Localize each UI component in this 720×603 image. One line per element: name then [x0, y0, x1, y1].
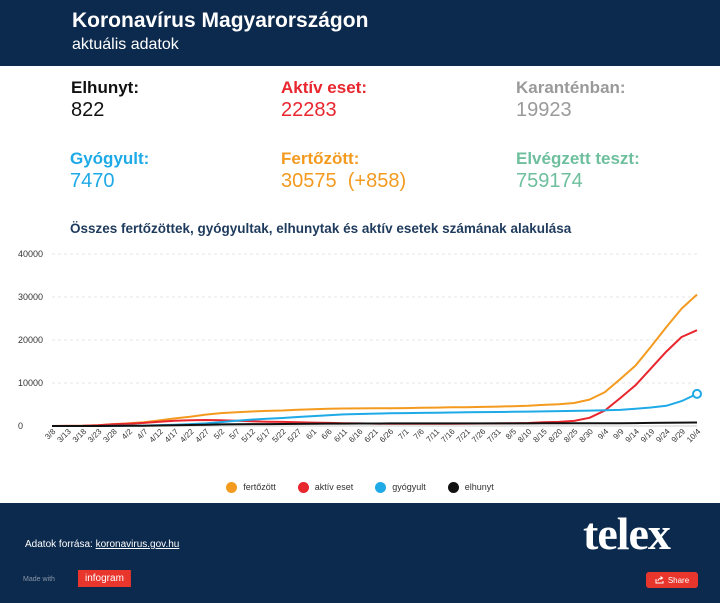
- x-tick-label: 9/24: [654, 427, 672, 445]
- x-tick-label: 7/6: [412, 427, 427, 442]
- series-line-1: [51, 329, 698, 427]
- x-tick-label: 8/30: [578, 427, 596, 445]
- stat-infected: Fertőzött: 30575 (+858): [281, 149, 406, 193]
- y-tick-label: 30000: [18, 292, 43, 302]
- x-tick-label: 6/1: [304, 427, 319, 442]
- stat-deaths-value: 822: [71, 99, 105, 121]
- share-button[interactable]: Share: [646, 572, 698, 588]
- x-tick-label: 3/23: [86, 427, 104, 445]
- chart-legend: fertőzött aktív eset gyógyult elhunyt: [0, 479, 720, 495]
- x-tick-label: 7/26: [470, 427, 488, 445]
- x-tick-label: 7/21: [455, 427, 473, 445]
- chart-title: Összes fertőzöttek, gyógyultak, elhunyta…: [70, 221, 572, 236]
- x-tick-label: 5/12: [240, 427, 258, 445]
- legend-swatch: [226, 481, 238, 493]
- stat-deaths-label: Elhunyt:: [71, 78, 139, 97]
- legend-item[interactable]: gyógyult: [375, 479, 426, 495]
- x-tick-label: 8/10: [516, 427, 534, 445]
- legend-item[interactable]: elhunyt: [447, 479, 494, 495]
- legend-item[interactable]: fertőzött: [226, 479, 276, 495]
- stat-tests-value: 759174: [516, 170, 583, 192]
- legend-swatch: [447, 481, 459, 493]
- made-with-label: Made with: [23, 576, 55, 583]
- x-tick-label: 9/14: [624, 427, 642, 445]
- stat-active-value: 22283: [281, 99, 337, 121]
- legend-label: fertőzött: [243, 482, 276, 492]
- stat-recovered-value: 7470: [70, 170, 115, 192]
- stat-tests: Elvégzett teszt: 759174: [516, 149, 640, 193]
- share-label: Share: [667, 575, 690, 585]
- legend-swatch: [375, 481, 387, 493]
- y-tick-label: 20000: [18, 335, 43, 345]
- x-tick-label: 6/11: [332, 427, 349, 444]
- stat-quarantine: Karanténban: 19923: [516, 78, 626, 122]
- x-tick-label: 4/2: [120, 427, 135, 442]
- stat-quarantine-value: 19923: [516, 99, 572, 121]
- x-tick-label: 5/22: [270, 427, 288, 445]
- x-tick-label: 5/2: [212, 427, 227, 442]
- series-line-0: [51, 293, 698, 427]
- y-tick-label: 40000: [18, 249, 43, 259]
- stat-active-label: Aktív eset:: [281, 78, 367, 97]
- x-tick-label: 9/29: [670, 427, 688, 445]
- x-tick-label: 3/18: [71, 427, 89, 445]
- footer: Adatok forrása: koronavirus.gov.hu telex…: [0, 503, 720, 603]
- page-subtitle: aktuális adatok: [72, 36, 179, 53]
- x-tick-label: 6/6: [320, 427, 335, 442]
- data-source-label: Adatok forrása:: [25, 539, 93, 550]
- x-tick-label: 6/26: [378, 427, 396, 445]
- x-tick-label: 4/22: [178, 427, 196, 445]
- stat-deaths: Elhunyt: 822: [71, 78, 139, 122]
- x-tick-label: 9/19: [639, 427, 657, 445]
- x-tick-label: 4/27: [194, 427, 212, 445]
- y-tick-label: 10000: [18, 378, 43, 388]
- x-tick-label: 8/15: [531, 427, 549, 445]
- series-line-3: [52, 421, 698, 427]
- share-icon: [655, 576, 664, 584]
- stat-active: Aktív eset: 22283: [281, 78, 367, 122]
- x-tick-label: 7/11: [424, 427, 441, 444]
- x-tick-label: 8/25: [562, 427, 580, 445]
- stat-recovered-label: Gyógyult:: [70, 149, 150, 168]
- stat-infected-label: Fertőzött:: [281, 149, 360, 168]
- x-tick-label: 4/17: [163, 427, 181, 445]
- legend-swatch: [297, 481, 309, 493]
- x-tick-label: 3/28: [101, 427, 119, 445]
- legend-label: aktív eset: [314, 482, 354, 492]
- x-tick-label: 9/4: [596, 427, 611, 442]
- line-chart: 0100002000030000400003/83/133/183/233/28…: [18, 249, 703, 445]
- stat-quarantine-label: Karanténban:: [516, 78, 626, 97]
- x-tick-label: 6/16: [347, 427, 365, 445]
- series-end-marker: [692, 388, 702, 399]
- legend-label: elhunyt: [464, 482, 494, 492]
- x-tick-label: 8/20: [547, 427, 565, 445]
- data-source: Adatok forrása: koronavirus.gov.hu: [25, 539, 179, 550]
- stat-tests-label: Elvégzett teszt:: [516, 149, 640, 168]
- data-source-link[interactable]: koronavirus.gov.hu: [95, 539, 180, 550]
- x-tick-label: 3/13: [55, 427, 73, 445]
- stat-recovered: Gyógyult: 7470: [70, 149, 149, 193]
- stat-infected-value: 30575 (+858): [281, 170, 407, 192]
- legend-label: gyógyult: [392, 482, 426, 492]
- x-tick-label: 7/16: [439, 427, 457, 445]
- x-tick-label: 7/31: [485, 427, 503, 445]
- legend-item[interactable]: aktív eset: [297, 479, 354, 495]
- telex-logo[interactable]: telex: [583, 508, 671, 559]
- header-banner: Koronavírus Magyarországon aktuális adat…: [0, 0, 720, 66]
- x-tick-label: 10/4: [685, 427, 703, 445]
- x-tick-label: 4/12: [148, 427, 166, 445]
- page-title: Koronavírus Magyarországon: [72, 9, 369, 32]
- infogram-logo[interactable]: infogram: [78, 570, 131, 587]
- x-tick-label: 7/1: [396, 427, 411, 442]
- y-tick-label: 0: [18, 421, 23, 431]
- x-tick-label: 5/27: [286, 427, 304, 445]
- x-tick-label: 6/21: [363, 427, 381, 445]
- x-tick-label: 5/17: [255, 427, 273, 445]
